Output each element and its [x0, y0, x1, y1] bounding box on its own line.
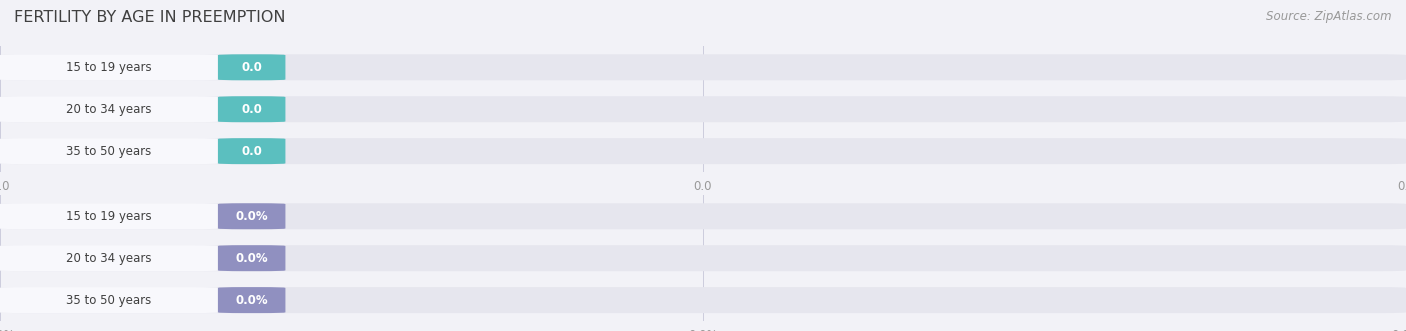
- FancyBboxPatch shape: [218, 287, 285, 313]
- FancyBboxPatch shape: [0, 203, 218, 229]
- FancyBboxPatch shape: [0, 245, 1406, 271]
- Text: 35 to 50 years: 35 to 50 years: [66, 294, 152, 307]
- FancyBboxPatch shape: [0, 203, 1406, 229]
- FancyBboxPatch shape: [0, 287, 218, 313]
- FancyBboxPatch shape: [0, 287, 1406, 313]
- FancyBboxPatch shape: [0, 96, 218, 122]
- FancyBboxPatch shape: [218, 96, 285, 122]
- Text: 15 to 19 years: 15 to 19 years: [66, 61, 152, 74]
- Text: 15 to 19 years: 15 to 19 years: [66, 210, 152, 223]
- FancyBboxPatch shape: [0, 138, 218, 164]
- FancyBboxPatch shape: [218, 245, 285, 271]
- Text: 20 to 34 years: 20 to 34 years: [66, 103, 152, 116]
- Text: FERTILITY BY AGE IN PREEMPTION: FERTILITY BY AGE IN PREEMPTION: [14, 10, 285, 25]
- FancyBboxPatch shape: [0, 54, 1406, 80]
- FancyBboxPatch shape: [218, 54, 285, 80]
- FancyBboxPatch shape: [0, 245, 218, 271]
- Text: Source: ZipAtlas.com: Source: ZipAtlas.com: [1267, 10, 1392, 23]
- FancyBboxPatch shape: [0, 54, 218, 80]
- Text: 35 to 50 years: 35 to 50 years: [66, 145, 152, 158]
- FancyBboxPatch shape: [218, 203, 285, 229]
- FancyBboxPatch shape: [0, 96, 1406, 122]
- Text: 0.0%: 0.0%: [235, 252, 269, 265]
- Text: 0.0: 0.0: [242, 61, 262, 74]
- Text: 0.0%: 0.0%: [235, 294, 269, 307]
- FancyBboxPatch shape: [0, 138, 1406, 164]
- FancyBboxPatch shape: [218, 138, 285, 164]
- Text: 0.0: 0.0: [242, 103, 262, 116]
- Text: 0.0%: 0.0%: [235, 210, 269, 223]
- Text: 20 to 34 years: 20 to 34 years: [66, 252, 152, 265]
- Text: 0.0: 0.0: [242, 145, 262, 158]
